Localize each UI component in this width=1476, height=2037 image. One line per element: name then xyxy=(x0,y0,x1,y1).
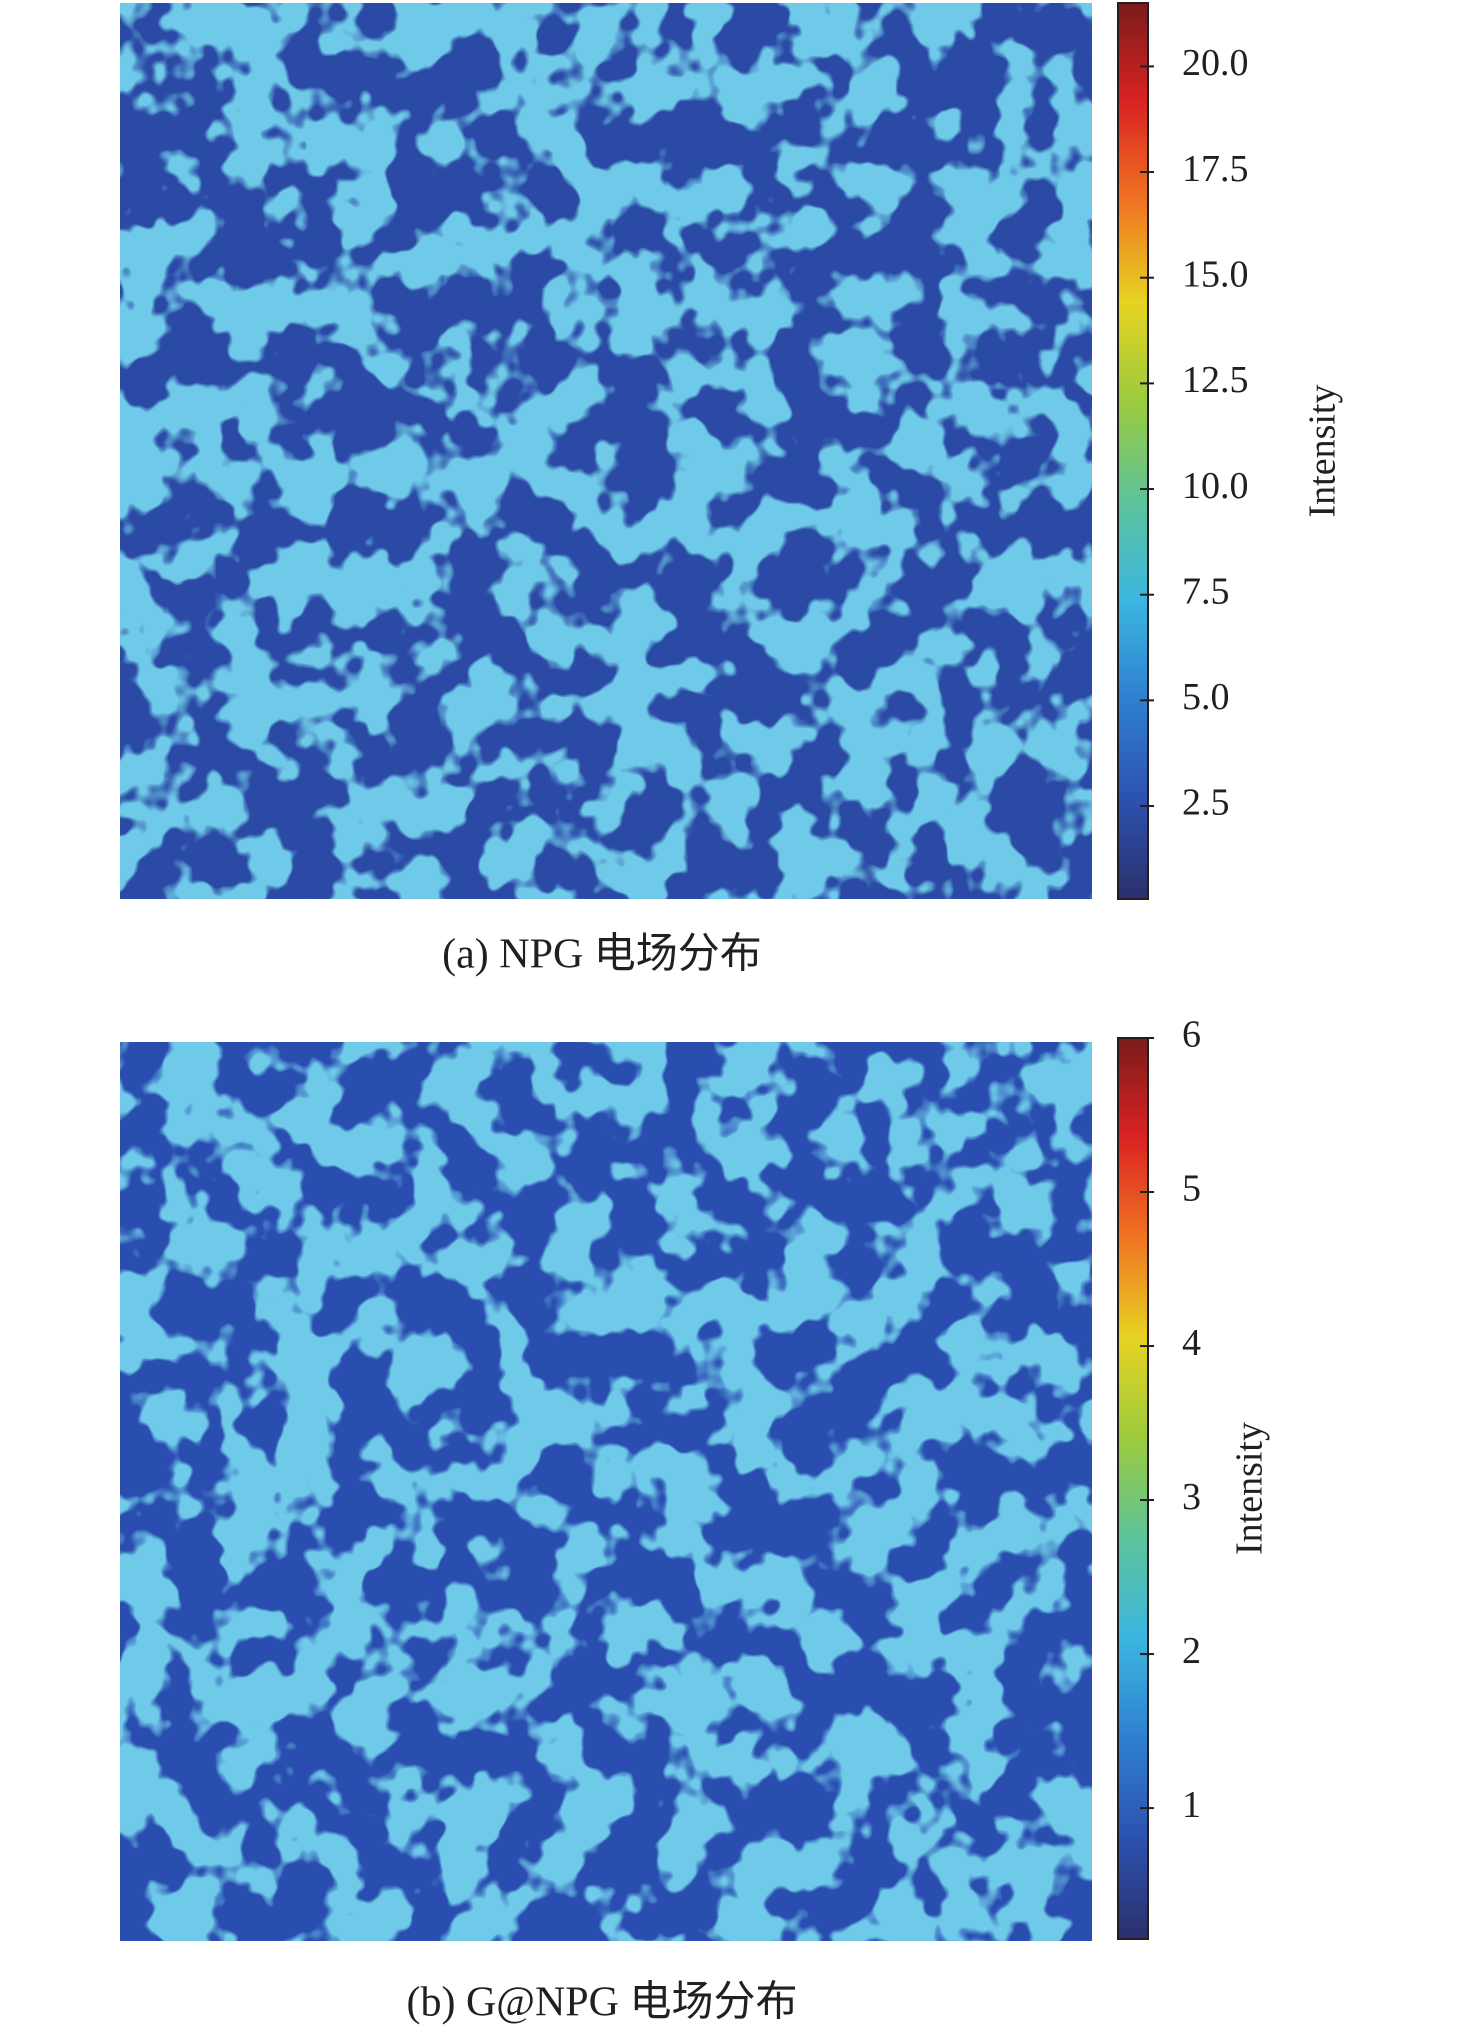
colorbar-tick-label: 2 xyxy=(1182,1630,1201,1672)
colorbar-tick-label: 5 xyxy=(1182,1168,1201,1210)
colorbar-label: Intensity xyxy=(1302,385,1344,518)
colorbar-tick-label: 4 xyxy=(1182,1322,1201,1364)
heatmap-texture xyxy=(120,1042,1092,1941)
colorbar-label: Intensity xyxy=(1229,1422,1271,1555)
colorbar-tick-label: 12.5 xyxy=(1182,359,1249,401)
colorbar xyxy=(1117,1037,1149,1940)
heatmap-texture xyxy=(120,3,1092,899)
caption: (a) NPG 电场分布 xyxy=(442,932,762,978)
colorbar-tick-label: 2.5 xyxy=(1182,782,1230,824)
colorbar-tick-label: 7.5 xyxy=(1182,570,1230,612)
colorbar-tick-label: 3 xyxy=(1182,1476,1201,1518)
colorbar-tick-label: 20.0 xyxy=(1182,42,1249,84)
colorbar-tick-label: 17.5 xyxy=(1182,148,1249,190)
colorbar-tick-label: 15.0 xyxy=(1182,253,1249,295)
colorbar-tick-label: 10.0 xyxy=(1182,465,1249,507)
colorbar xyxy=(1117,2,1149,900)
colorbar-tick-label: 6 xyxy=(1182,1014,1201,1056)
caption: (b) G@NPG 电场分布 xyxy=(406,1980,797,2026)
colorbar-tick-label: 1 xyxy=(1182,1784,1201,1826)
colorbar-tick-label: 5.0 xyxy=(1182,676,1230,718)
